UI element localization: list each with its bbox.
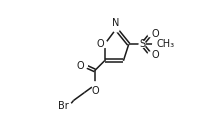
Text: O: O <box>76 61 84 71</box>
Circle shape <box>148 31 154 37</box>
Text: O: O <box>91 86 99 96</box>
Circle shape <box>139 41 145 47</box>
Text: S: S <box>139 39 145 49</box>
Circle shape <box>66 103 72 109</box>
Circle shape <box>81 62 87 69</box>
Text: O: O <box>151 29 159 39</box>
Text: O: O <box>151 50 159 60</box>
Circle shape <box>92 82 98 88</box>
Text: Br: Br <box>58 101 68 111</box>
Text: CH₃: CH₃ <box>156 39 174 49</box>
Text: O: O <box>96 39 104 49</box>
Text: N: N <box>112 18 120 28</box>
Circle shape <box>148 52 154 58</box>
Circle shape <box>101 41 108 47</box>
Circle shape <box>113 26 119 32</box>
Circle shape <box>153 41 159 47</box>
